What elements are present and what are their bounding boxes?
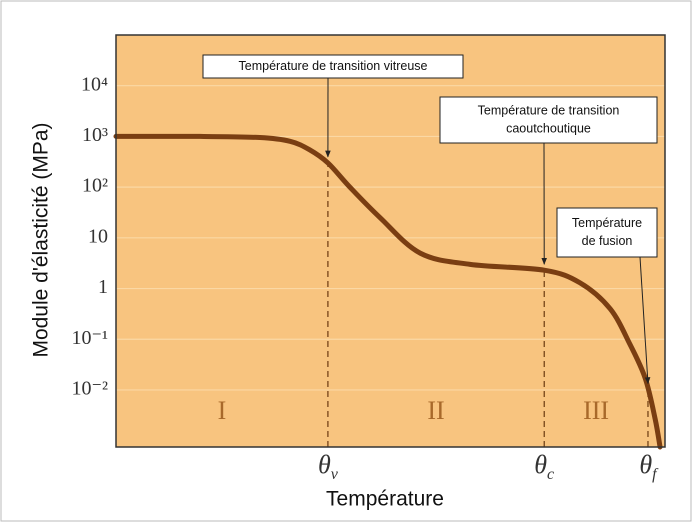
marker-symbol: θ (318, 450, 331, 479)
annotation-text: de fusion (582, 234, 633, 248)
annotation-box (556, 207, 658, 258)
annotation-arrow (639, 256, 651, 385)
region-label: II (427, 396, 444, 425)
annotation-text: caoutchoutique (506, 121, 591, 135)
marker-symbol: θ (639, 450, 652, 479)
marker-sub: f (652, 466, 659, 483)
annotation-text: Température (572, 216, 642, 230)
annotation-text: Température de transition (478, 103, 620, 117)
x-axis-label: Température (326, 488, 444, 511)
annotation-box (202, 54, 464, 79)
y-tick-label: 10² (82, 175, 108, 197)
y-axis-label: Module d'élasticité (MPa) (30, 122, 53, 357)
marker-label: θc (534, 450, 554, 483)
marker-symbol: θ (534, 450, 547, 479)
marker-sub: c (547, 466, 554, 483)
y-tick-label: 10⁴ (81, 73, 108, 95)
y-tick-label: 10⁻² (71, 378, 108, 400)
y-tick-label: 10³ (82, 124, 108, 146)
region-label: III (583, 396, 609, 425)
plot-border (115, 34, 666, 448)
y-tick-label: 10⁻¹ (71, 327, 108, 349)
marker-sub: v (331, 466, 339, 483)
annotation-box (439, 96, 658, 144)
marker-label: θv (318, 450, 339, 483)
curve (113, 133, 663, 450)
marker-label: θf (639, 450, 659, 483)
annotation-text: Température de transition vitreuse (239, 59, 428, 73)
y-tick-label: 10 (88, 225, 108, 247)
y-tick-label: 1 (98, 276, 108, 298)
region-label: I (218, 396, 227, 425)
